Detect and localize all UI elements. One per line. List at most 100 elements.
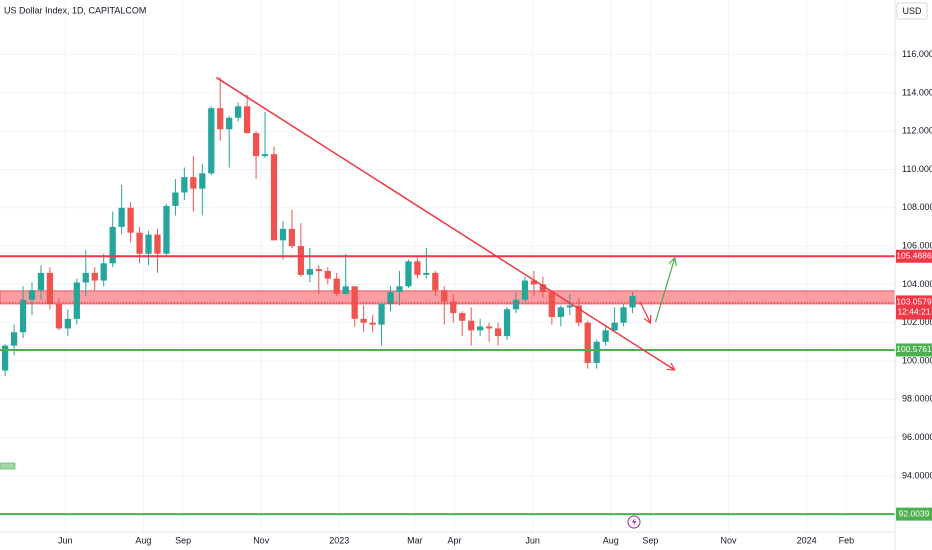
candle-body (557, 307, 564, 317)
candle-body (243, 106, 251, 134)
level-label: 100.5761 (896, 344, 932, 354)
x-tick-label: Sep (175, 535, 191, 545)
candle-body (208, 108, 215, 174)
candle-body (494, 328, 502, 337)
arrow (654, 257, 676, 323)
candle-body (423, 272, 430, 275)
candle-body (539, 284, 547, 293)
y-tick-label: 94.0000 (902, 470, 932, 480)
arrow-head (668, 256, 678, 266)
x-tick-label: Nov (721, 535, 738, 545)
candle-body (279, 228, 287, 241)
level-label-box (896, 249, 932, 263)
candle-body (360, 318, 367, 323)
x-tick-label: Aug (603, 535, 619, 545)
y-tick-label: 108.0000 (902, 202, 932, 212)
grid (0, 0, 895, 532)
candle-body (163, 205, 170, 254)
y-tick-label: 104.0000 (902, 279, 932, 289)
candle-body (270, 154, 278, 241)
candle-body (28, 290, 36, 300)
last-price-label: 103.0579 (896, 297, 932, 307)
x-tick-label: Mar (407, 535, 423, 545)
x-tick-label: Aug (135, 535, 151, 545)
candle-body (342, 286, 349, 294)
candle-body (441, 290, 448, 302)
y-tick-label: 110.0000 (902, 164, 932, 174)
candle-body (297, 246, 305, 275)
y-tick-label: 102.0000 (902, 317, 932, 327)
candle-body (432, 272, 439, 291)
currency[interactable]: USD (902, 6, 922, 16)
level-label: 105.4686 (896, 251, 932, 261)
y-tick-label: 112.0000 (902, 126, 932, 136)
level-label-box (896, 507, 932, 521)
level-label-box (896, 343, 932, 357)
axes: 92.000094.000096.000098.0000100.0000102.… (58, 49, 932, 545)
candle-body (64, 318, 71, 329)
x-tick-label: 2023 (329, 535, 349, 545)
drawing-box (0, 462, 16, 470)
event-icon-bolt (632, 517, 637, 527)
candle-body (82, 272, 89, 283)
x-tick-label: Feb (839, 535, 855, 545)
candle-body (91, 272, 98, 281)
candle-body (333, 278, 340, 294)
candle-body (450, 301, 457, 314)
candle-body (288, 228, 296, 247)
chart-title: US Dollar Index, 1D, CAPITALCOM (4, 5, 146, 15)
candle-body (145, 234, 152, 254)
candle-body (172, 192, 179, 206)
x-tick-label: Jun (525, 535, 540, 545)
candle-body (136, 232, 143, 254)
y-tick-label: 98.0000 (902, 394, 932, 404)
x-tick-label: Sep (642, 535, 658, 545)
candle-body (396, 286, 403, 293)
candle-body (235, 106, 242, 118)
trend-line (215, 76, 676, 371)
x-tick-label: 2024 (797, 535, 817, 545)
candle-body (602, 330, 609, 342)
y-tick-label: 96.0000 (902, 432, 932, 442)
level-label: 92.0039 (899, 508, 930, 518)
candle-body (73, 282, 80, 319)
candle-body (629, 295, 636, 308)
candle-body (118, 207, 125, 227)
candle-body (190, 177, 197, 189)
candle-body (477, 326, 484, 331)
candle-body (127, 207, 134, 233)
currency-button[interactable] (896, 2, 928, 20)
x-tick-label: Nov (253, 535, 270, 545)
candle-body (575, 305, 582, 323)
candle-body (306, 269, 313, 275)
y-tick-label: 106.0000 (902, 240, 932, 250)
candle-body (181, 177, 188, 193)
candle-body (512, 299, 520, 310)
candle-body (611, 322, 618, 331)
candle-body (468, 320, 475, 331)
candle-body (548, 292, 555, 317)
candle-body (37, 272, 45, 291)
candle-body (19, 299, 27, 333)
last-price-box (896, 295, 932, 320)
candle-body (584, 322, 591, 363)
candle-body (459, 313, 466, 321)
arrow (639, 301, 651, 324)
candle-body (252, 133, 260, 157)
candle-body (593, 341, 600, 363)
candle-body (109, 226, 116, 264)
candle-body (1, 345, 9, 371)
y-tick-label: 116.0000 (902, 49, 932, 59)
plot (0, 76, 896, 516)
candle-body (566, 305, 573, 308)
candle-body (620, 307, 627, 323)
candle-body (55, 303, 63, 329)
trend-line-head (666, 362, 676, 371)
candle-body (530, 280, 538, 285)
candle-body (414, 261, 421, 275)
candle-body (315, 269, 322, 271)
candle-body (261, 154, 269, 157)
candle-body (46, 272, 54, 304)
candle-body (100, 263, 107, 281)
